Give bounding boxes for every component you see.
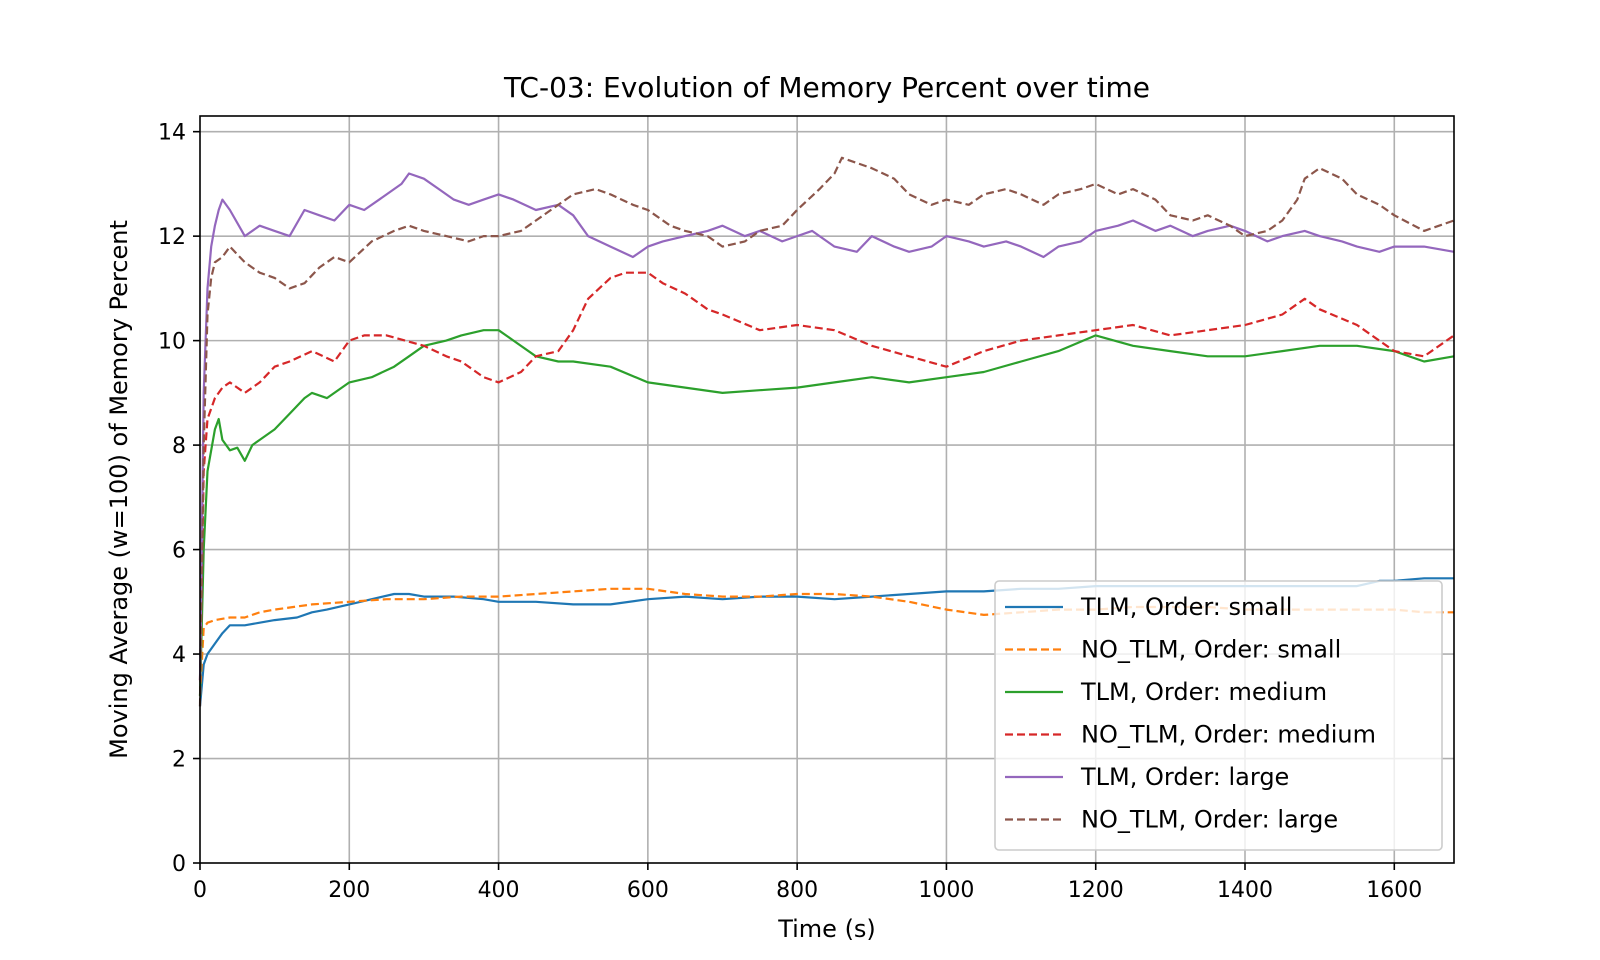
- chart-title: TC-03: Evolution of Memory Percent over …: [503, 71, 1150, 104]
- y-tick-label: 2: [172, 748, 186, 773]
- legend-label: NO_TLM, Order: large: [1081, 806, 1338, 834]
- x-tick-label: 1000: [918, 878, 974, 903]
- y-axis: 0 2 4 6 8 10 12 14: [158, 121, 200, 877]
- y-tick-label: 6: [172, 539, 186, 564]
- series-line-5: [198, 172, 1455, 681]
- legend: TLM, Order: small NO_TLM, Order: small TLM…: [994, 580, 1443, 851]
- legend-box: [994, 580, 1443, 851]
- y-tick-label: 0: [172, 852, 186, 877]
- x-tick-label: 200: [328, 878, 370, 903]
- legend-label: TLM, Order: large: [1080, 763, 1289, 791]
- x-axis-title: Time (s): [777, 915, 876, 943]
- legend-label: NO_TLM, Order: small: [1081, 636, 1341, 664]
- plot-frame: [199, 115, 1455, 864]
- x-tick-label: 0: [193, 878, 207, 903]
- y-tick-label: 14: [158, 121, 186, 146]
- x-tick-label: 1600: [1366, 878, 1422, 903]
- y-tick-label: 4: [172, 643, 186, 668]
- x-tick-label: 1200: [1068, 878, 1124, 903]
- x-tick-label: 800: [776, 878, 818, 903]
- x-tick-label: 1400: [1217, 878, 1273, 903]
- y-tick-label: 12: [158, 225, 186, 250]
- y-tick-label: 8: [172, 434, 186, 459]
- x-axis: 0 200 400 600 800 1000 1200 1400 1600: [193, 863, 1422, 903]
- legend-label: NO_TLM, Order: medium: [1081, 721, 1376, 749]
- x-tick-label: 400: [478, 878, 520, 903]
- x-tick-label: 600: [627, 878, 669, 903]
- y-axis-title: Moving Average (w=100) of Memory Percent: [105, 220, 133, 759]
- legend-label: TLM, Order: small: [1080, 593, 1292, 621]
- legend-label: TLM, Order: medium: [1080, 678, 1327, 706]
- y-tick-label: 10: [158, 330, 186, 355]
- series-line-4: [198, 271, 1455, 681]
